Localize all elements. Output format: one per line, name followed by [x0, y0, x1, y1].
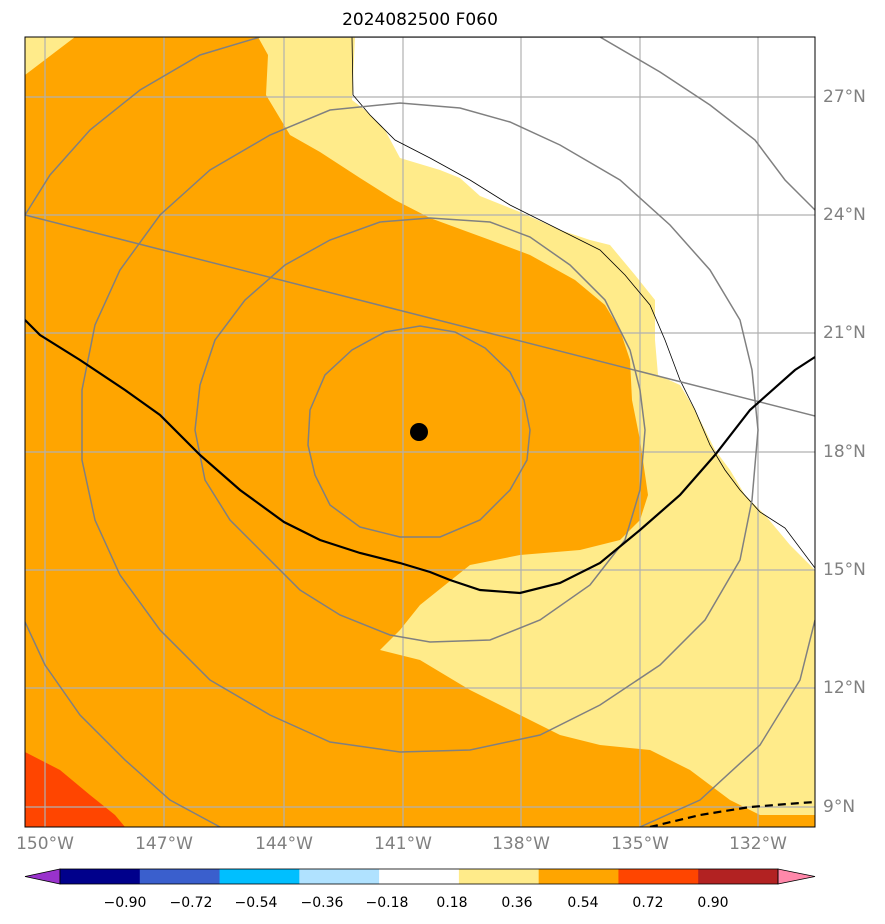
colorbar-outline: [59, 868, 779, 885]
map-area: [25, 37, 815, 827]
colorbar-tick-label: −0.36: [300, 895, 344, 911]
lon-tick-label: 147°W: [135, 834, 193, 854]
range-ring-3: [81, 102, 759, 753]
colorbar-tick-label: 0.90: [697, 895, 729, 911]
lat-tick-label: 21°N: [823, 323, 866, 343]
colorbar-tick-label: 0.36: [501, 895, 533, 911]
colorbar-tick-label: −0.18: [365, 895, 409, 911]
colorbar-extend-max: [777, 868, 816, 885]
colorbar-tick-label: −0.72: [169, 895, 213, 911]
lon-tick-label: 132°W: [729, 834, 787, 854]
red-orange-fill-region: [25, 752, 125, 827]
colorbar-segment: [139, 869, 221, 884]
colorbar-segment: [698, 869, 779, 884]
range-rings: [25, 37, 815, 827]
lon-tick-label: 141°W: [374, 834, 432, 854]
colorbar-extend-min: [24, 868, 61, 885]
colorbar-segment: [618, 869, 699, 884]
colorbar-segment: [538, 869, 619, 884]
map-title: 2024082500 F060: [342, 10, 498, 30]
dashed-track-line: [649, 800, 815, 827]
colorbar-segment: [458, 869, 540, 884]
lat-tick-label: 24°N: [823, 205, 866, 225]
lat-tick-label: 15°N: [823, 560, 866, 580]
colorbar-segment: [379, 869, 460, 884]
lon-tick-label: 150°W: [16, 834, 74, 854]
colorbar-segment: [299, 869, 380, 884]
thin-contour-line: [351, 37, 815, 569]
lat-tick-label: 18°N: [823, 442, 866, 462]
colorbar-tick-label: 0.18: [436, 895, 468, 911]
lat-tick-label: 12°N: [823, 678, 866, 698]
colorbar-tick-label: 0.54: [567, 895, 599, 911]
lat-tick-label: 27°N: [823, 87, 866, 107]
range-ring-4-lower: [25, 621, 221, 827]
range-ring-4-right: [639, 619, 815, 827]
colorbar: [24, 868, 816, 885]
colorbar-segment: [60, 869, 141, 884]
storm-track-line: [25, 319, 815, 595]
colorbar-tick-label: 0.72: [632, 895, 664, 911]
range-ring-1: [307, 325, 531, 538]
map-frame: [24, 36, 816, 828]
lon-tick-label: 144°W: [255, 834, 313, 854]
colorbar-tick-label: −0.54: [234, 895, 278, 911]
colorbar-tick-label: −0.90: [103, 895, 147, 911]
lon-tick-label: 135°W: [611, 834, 669, 854]
lon-tick-label: 138°W: [492, 834, 550, 854]
white-fill-region: [352, 37, 815, 570]
colorbar-segment: [219, 869, 300, 884]
lat-tick-label: 9°N: [823, 797, 856, 817]
storm-center-marker: [410, 423, 428, 441]
range-ring-4: [25, 37, 815, 417]
range-ring-2: [194, 217, 646, 643]
